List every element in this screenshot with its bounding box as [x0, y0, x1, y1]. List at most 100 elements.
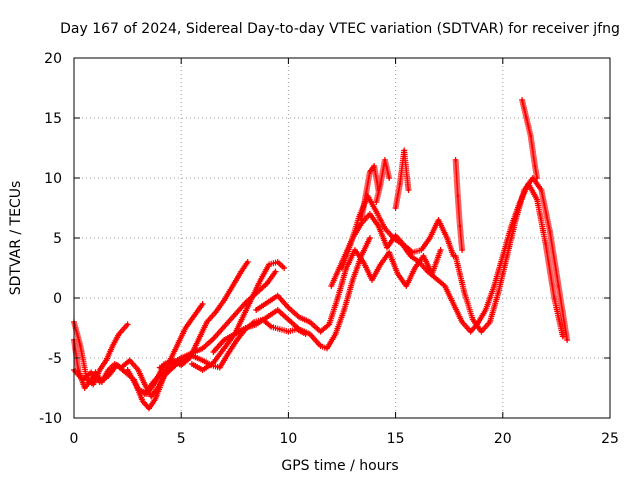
data-point	[265, 315, 269, 319]
data-marks	[71, 97, 571, 412]
data-point	[344, 266, 348, 270]
data-point	[402, 149, 406, 152]
data-point	[460, 320, 464, 324]
data-point	[143, 383, 147, 386]
data-point	[458, 224, 462, 228]
data-point	[227, 351, 230, 355]
data-point	[565, 338, 569, 342]
data-point	[535, 198, 539, 202]
data-point	[115, 363, 119, 367]
data-point	[469, 330, 472, 333]
data-point	[79, 344, 82, 348]
data-point	[246, 260, 250, 264]
data-point	[141, 399, 145, 403]
data-point	[190, 354, 194, 357]
data-point	[544, 242, 548, 246]
data-point	[158, 366, 162, 369]
data-point	[454, 158, 457, 162]
data-point	[484, 308, 487, 312]
data-point	[368, 170, 372, 174]
data-point	[149, 395, 153, 398]
data-point	[160, 380, 164, 384]
data-point	[359, 222, 363, 226]
data-point	[128, 359, 132, 362]
data-point	[342, 308, 346, 312]
data-point	[557, 284, 560, 288]
data-point	[136, 368, 140, 372]
data-point	[171, 366, 175, 369]
data-point	[529, 134, 533, 138]
series-arc-12	[452, 175, 571, 343]
data-point	[501, 254, 505, 258]
data-point	[548, 230, 552, 234]
data-point	[160, 371, 164, 374]
data-point	[540, 188, 543, 192]
x-tick-label: 25	[601, 431, 619, 447]
data-point	[404, 284, 408, 288]
data-point	[400, 242, 404, 246]
y-tick-label: 20	[44, 51, 62, 67]
data-point	[106, 368, 110, 372]
data-point	[434, 277, 438, 281]
data-point	[379, 263, 382, 266]
data-point	[531, 176, 535, 180]
data-point	[456, 194, 460, 198]
data-point	[269, 325, 273, 329]
data-point	[340, 266, 344, 270]
data-point	[126, 323, 129, 326]
data-point	[319, 344, 322, 348]
y-tick-label: 5	[53, 231, 62, 247]
data-point	[437, 218, 440, 222]
series-arc-8	[210, 235, 373, 355]
data-point	[94, 371, 97, 374]
data-point	[387, 251, 391, 254]
data-point	[383, 227, 387, 230]
data-point	[244, 301, 247, 305]
data-point	[392, 236, 395, 240]
series-spur-4	[452, 157, 466, 253]
data-point	[336, 296, 340, 300]
data-point	[297, 327, 301, 331]
data-point	[439, 248, 442, 252]
data-point	[222, 325, 226, 329]
data-point	[276, 308, 280, 312]
data-point	[460, 248, 464, 252]
data-point	[235, 338, 239, 342]
data-point	[396, 272, 400, 276]
data-point	[329, 284, 333, 288]
data-point	[522, 188, 526, 192]
data-point	[254, 323, 258, 326]
data-point	[254, 308, 258, 312]
data-point	[422, 254, 425, 258]
data-point	[231, 284, 235, 288]
data-point	[151, 380, 155, 384]
data-point	[83, 386, 87, 390]
data-point	[242, 314, 245, 318]
data-point	[222, 338, 226, 342]
data-point	[379, 182, 382, 186]
data-point	[407, 188, 410, 192]
data-point	[417, 260, 421, 264]
y-axis-label: SDTVAR / TECUs	[8, 181, 24, 296]
x-tick-label: 15	[387, 431, 405, 447]
data-point	[426, 270, 430, 273]
series-spur-3	[392, 147, 412, 211]
data-point	[147, 407, 151, 410]
data-point	[533, 164, 537, 168]
x-tick-label: 10	[279, 431, 297, 447]
data-point	[349, 242, 352, 246]
data-point	[394, 206, 397, 210]
series-arc-6	[156, 316, 309, 371]
data-point	[398, 182, 402, 186]
y-tick-label: 10	[44, 171, 62, 187]
data-point	[222, 299, 226, 302]
data-point	[287, 318, 290, 321]
data-point	[104, 359, 108, 362]
data-point	[154, 397, 157, 401]
data-point	[282, 266, 286, 270]
data-point	[106, 374, 110, 378]
data-point	[327, 323, 331, 326]
data-point	[368, 212, 372, 216]
data-point	[561, 335, 565, 338]
data-point	[492, 284, 496, 288]
